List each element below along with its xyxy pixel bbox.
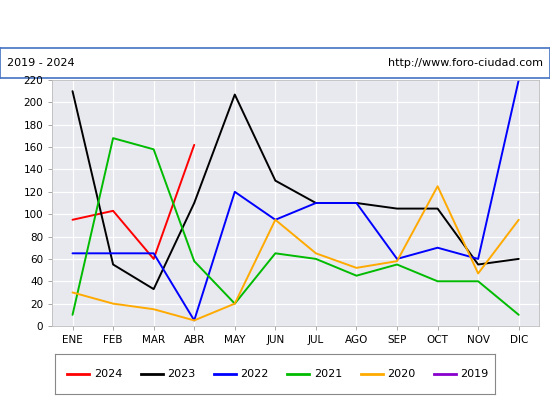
Text: 2023: 2023 xyxy=(167,369,195,379)
Text: Evolucion Nº Turistas Nacionales en el municipio de Alacalá de Ebro: Evolucion Nº Turistas Nacionales en el m… xyxy=(58,18,492,30)
Text: 2021: 2021 xyxy=(314,369,342,379)
Text: 2024: 2024 xyxy=(94,369,122,379)
Text: 2020: 2020 xyxy=(387,369,415,379)
Text: http://www.foro-ciudad.com: http://www.foro-ciudad.com xyxy=(388,58,543,68)
Text: 2022: 2022 xyxy=(240,369,269,379)
Text: 2019 - 2024: 2019 - 2024 xyxy=(7,58,74,68)
Text: 2019: 2019 xyxy=(460,369,489,379)
